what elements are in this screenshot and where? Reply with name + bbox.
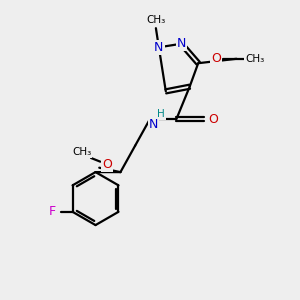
- Text: H: H: [157, 109, 165, 119]
- Text: O: O: [211, 52, 221, 65]
- Text: N: N: [149, 118, 158, 131]
- Text: CH₃: CH₃: [245, 54, 264, 64]
- Text: O: O: [208, 112, 218, 126]
- Text: N: N: [154, 41, 164, 54]
- Text: CH₃: CH₃: [72, 147, 91, 157]
- Text: N: N: [177, 37, 186, 50]
- Text: CH₃: CH₃: [146, 15, 166, 25]
- Text: O: O: [102, 158, 112, 171]
- Text: F: F: [49, 205, 56, 218]
